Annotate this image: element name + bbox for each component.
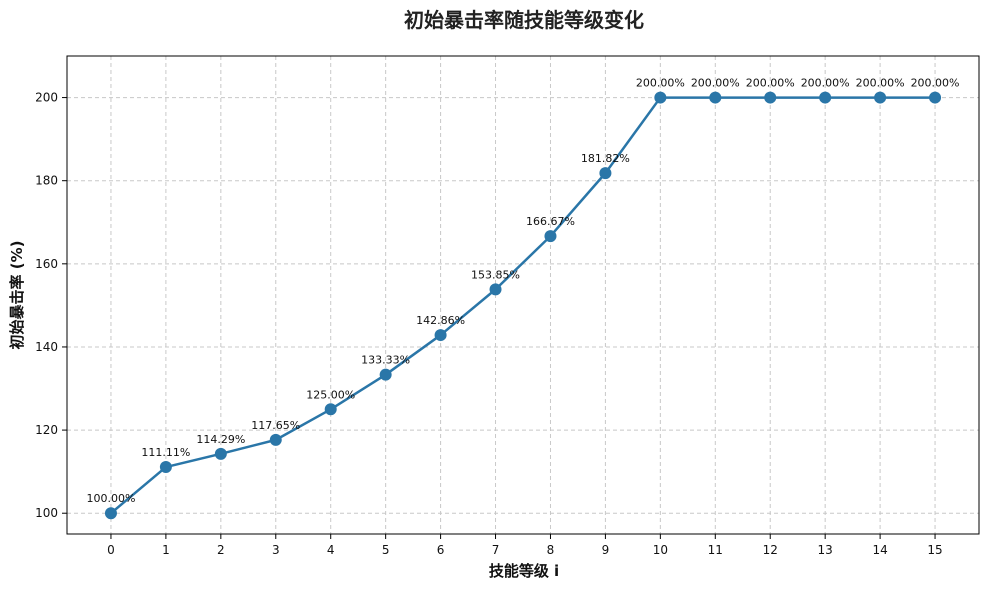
data-label: 142.86% xyxy=(416,314,465,327)
data-point xyxy=(159,461,172,474)
data-point xyxy=(819,91,832,104)
x-tick-label: 8 xyxy=(547,543,555,557)
data-label: 200.00% xyxy=(636,77,685,90)
data-point xyxy=(104,507,117,520)
data-point xyxy=(599,167,612,180)
data-label: 166.67% xyxy=(526,215,575,228)
data-label: 117.65% xyxy=(251,419,300,432)
y-tick-label: 100 xyxy=(35,506,58,520)
grid xyxy=(67,56,979,534)
data-label: 181.82% xyxy=(581,152,630,165)
series xyxy=(104,91,942,520)
x-tick-label: 11 xyxy=(708,543,723,557)
x-tick-label: 4 xyxy=(327,543,335,557)
x-tick-label: 12 xyxy=(763,543,778,557)
data-point xyxy=(709,91,722,104)
y-tick-label: 140 xyxy=(35,340,58,354)
x-tick-label: 0 xyxy=(107,543,115,557)
data-point xyxy=(929,91,942,104)
x-tick-label: 3 xyxy=(272,543,280,557)
data-label: 100.00% xyxy=(86,492,135,505)
y-tick-label: 180 xyxy=(35,174,58,188)
data-point xyxy=(764,91,777,104)
x-tick-label: 14 xyxy=(872,543,887,557)
x-tick-label: 1 xyxy=(162,543,170,557)
y-tick-label: 160 xyxy=(35,257,58,271)
x-tick-label: 7 xyxy=(492,543,500,557)
chart-title: 初始暴击率随技能等级变化 xyxy=(404,8,644,32)
data-label: 114.29% xyxy=(196,433,245,446)
series-line xyxy=(110,96,936,515)
plot-area xyxy=(66,55,980,535)
data-label: 200.00% xyxy=(746,77,795,90)
y-axis-label: 初始暴击率 (%) xyxy=(8,241,26,350)
data-label: 153.85% xyxy=(471,268,520,281)
x-tick-label: 10 xyxy=(653,543,668,557)
data-point xyxy=(544,230,557,243)
x-tick-label: 9 xyxy=(602,543,610,557)
x-tick-label: 13 xyxy=(818,543,833,557)
x-tick-label: 2 xyxy=(217,543,225,557)
data-point xyxy=(874,91,887,104)
data-label: 200.00% xyxy=(911,77,960,90)
x-axis-label: 技能等级 i xyxy=(489,562,559,580)
data-point xyxy=(214,447,227,460)
data-label: 125.00% xyxy=(306,388,355,401)
data-label: 111.11% xyxy=(141,446,190,459)
data-point xyxy=(434,329,447,342)
data-label: 133.33% xyxy=(361,354,410,367)
x-tick-label: 15 xyxy=(927,543,942,557)
data-point xyxy=(324,403,337,416)
data-point xyxy=(379,368,392,381)
y-tick-label: 120 xyxy=(35,423,58,437)
data-label: 200.00% xyxy=(801,77,850,90)
x-tick-label: 6 xyxy=(437,543,445,557)
data-label: 200.00% xyxy=(856,77,905,90)
data-point xyxy=(654,91,667,104)
y-tick-label: 200 xyxy=(35,91,58,105)
data-labels: 100.00% 111.11% 114.29% 117.65% 125.00% 133.3… xyxy=(86,77,959,506)
data-point xyxy=(269,433,282,446)
x-tick-label: 5 xyxy=(382,543,390,557)
data-label: 200.00% xyxy=(691,77,740,90)
data-point xyxy=(489,283,502,296)
